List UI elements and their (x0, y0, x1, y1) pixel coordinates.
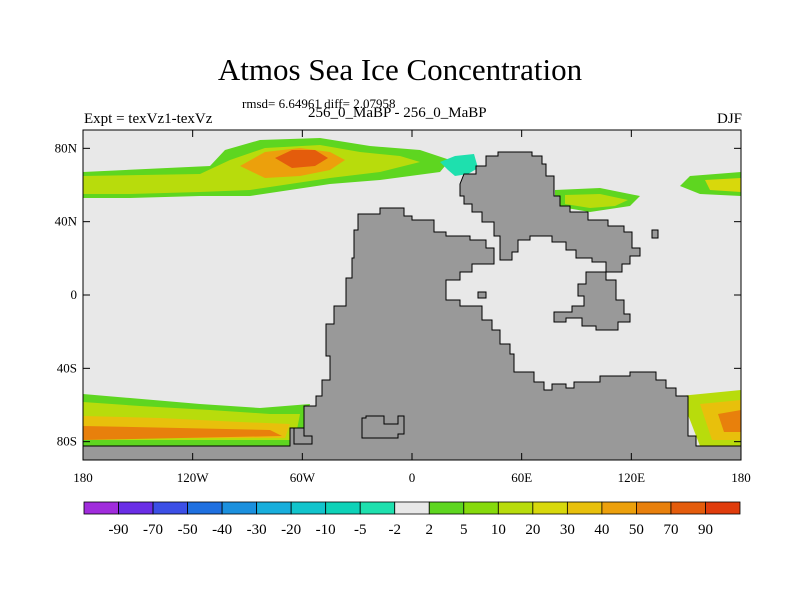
colorbar-swatch (601, 501, 637, 515)
colorbar-label: -5 (354, 522, 367, 538)
land-masses (82, 151, 742, 461)
south-ice-east-core (718, 410, 741, 432)
lat-tick-label: 80N (55, 140, 78, 155)
continent-north (459, 151, 641, 273)
colorbar-label: 90 (698, 522, 713, 538)
colorbar-swatch (428, 501, 465, 515)
colorbar-label: 2 (426, 522, 434, 538)
colorbar-label: -10 (316, 522, 336, 538)
colorbar-swatch (221, 501, 258, 515)
colorbar-swatch (636, 501, 672, 515)
colorbar-label: 40 (594, 522, 609, 538)
lon-tick-label: 120W (177, 470, 210, 485)
north-ice-negative (440, 154, 478, 176)
stats-text: rmsd= 6.64961 diff= 2.07958 (242, 96, 396, 111)
colorbar-swatch (187, 501, 223, 515)
lon-tick-label: 0 (409, 470, 416, 485)
colorbar-label: 30 (560, 522, 575, 538)
colorbar-swatch (118, 501, 154, 515)
lon-tick-label: 180 (73, 470, 93, 485)
colorbar-swatch (463, 501, 499, 515)
colorbar-swatch (83, 501, 119, 515)
north-ice-east-yellow (565, 194, 628, 208)
plot-title: Atmos Sea Ice Concentration (217, 52, 583, 87)
colorbar-label: -30 (247, 522, 267, 538)
colorbar-label: -40 (212, 522, 232, 538)
lat-tick-label: 80S (57, 434, 77, 449)
colorbar-label: -2 (388, 522, 401, 538)
colorbar-swatch (152, 501, 188, 515)
lat-tick-label: 0 (71, 287, 78, 302)
colorbar-swatch (325, 501, 361, 515)
islet-3 (293, 427, 313, 445)
southern-ice-band (83, 390, 741, 446)
islet-1 (477, 291, 487, 299)
season-label: DJF (716, 111, 742, 127)
experiment-label: Expt = texVz1-texVz (84, 111, 213, 127)
colorbar-label: 20 (525, 522, 540, 538)
colorbar-swatch (359, 501, 396, 515)
colorbar-swatch (256, 501, 292, 515)
lon-tick-label: 60E (511, 470, 532, 485)
island-east (553, 271, 631, 331)
colorbar-swatch (497, 501, 534, 515)
lon-tick-label: 120E (618, 470, 646, 485)
northern-ice-band (83, 138, 741, 212)
lon-tick-label: 180 (731, 470, 751, 485)
lon-tick-label: 60W (290, 470, 316, 485)
north-ice-core (275, 150, 328, 168)
colorbar-label: -20 (281, 522, 301, 538)
islet-2 (651, 229, 659, 239)
north-ice-far-east-yellow (705, 178, 741, 192)
colorbar-label: -90 (109, 522, 129, 538)
south-ice-orange (83, 426, 282, 440)
colorbar-swatch (290, 501, 327, 515)
continent-large (82, 207, 742, 461)
colorbar-label: -50 (178, 522, 198, 538)
run-comparison-label: 256_0_MaBP - 256_0_MaBP (308, 105, 487, 121)
colorbar-swatch (532, 501, 568, 515)
lat-tick-label: 40N (55, 214, 78, 229)
colorbar-label: 10 (491, 522, 506, 538)
colorbar-label: 70 (663, 522, 678, 538)
colorbar-label: 50 (629, 522, 644, 538)
island-south (361, 415, 405, 439)
longitude-axis: 180 120W 60W 0 60E 120E 180 (73, 130, 751, 485)
colorbar: -90 -70 -50 -40 -30 -20 -10 -5 -2 2 5 10 20 30 40 50 70 9… (83, 501, 741, 538)
colorbar-label: -70 (143, 522, 163, 538)
colorbar-swatch (394, 501, 430, 515)
colorbar-swatch (705, 501, 741, 515)
colorbar-label: 5 (460, 522, 468, 538)
colorbar-swatch (670, 501, 706, 515)
latitude-axis: 80N 40N 0 40S 80S (55, 140, 741, 449)
lat-tick-label: 40S (57, 360, 77, 375)
colorbar-swatch (566, 501, 603, 515)
